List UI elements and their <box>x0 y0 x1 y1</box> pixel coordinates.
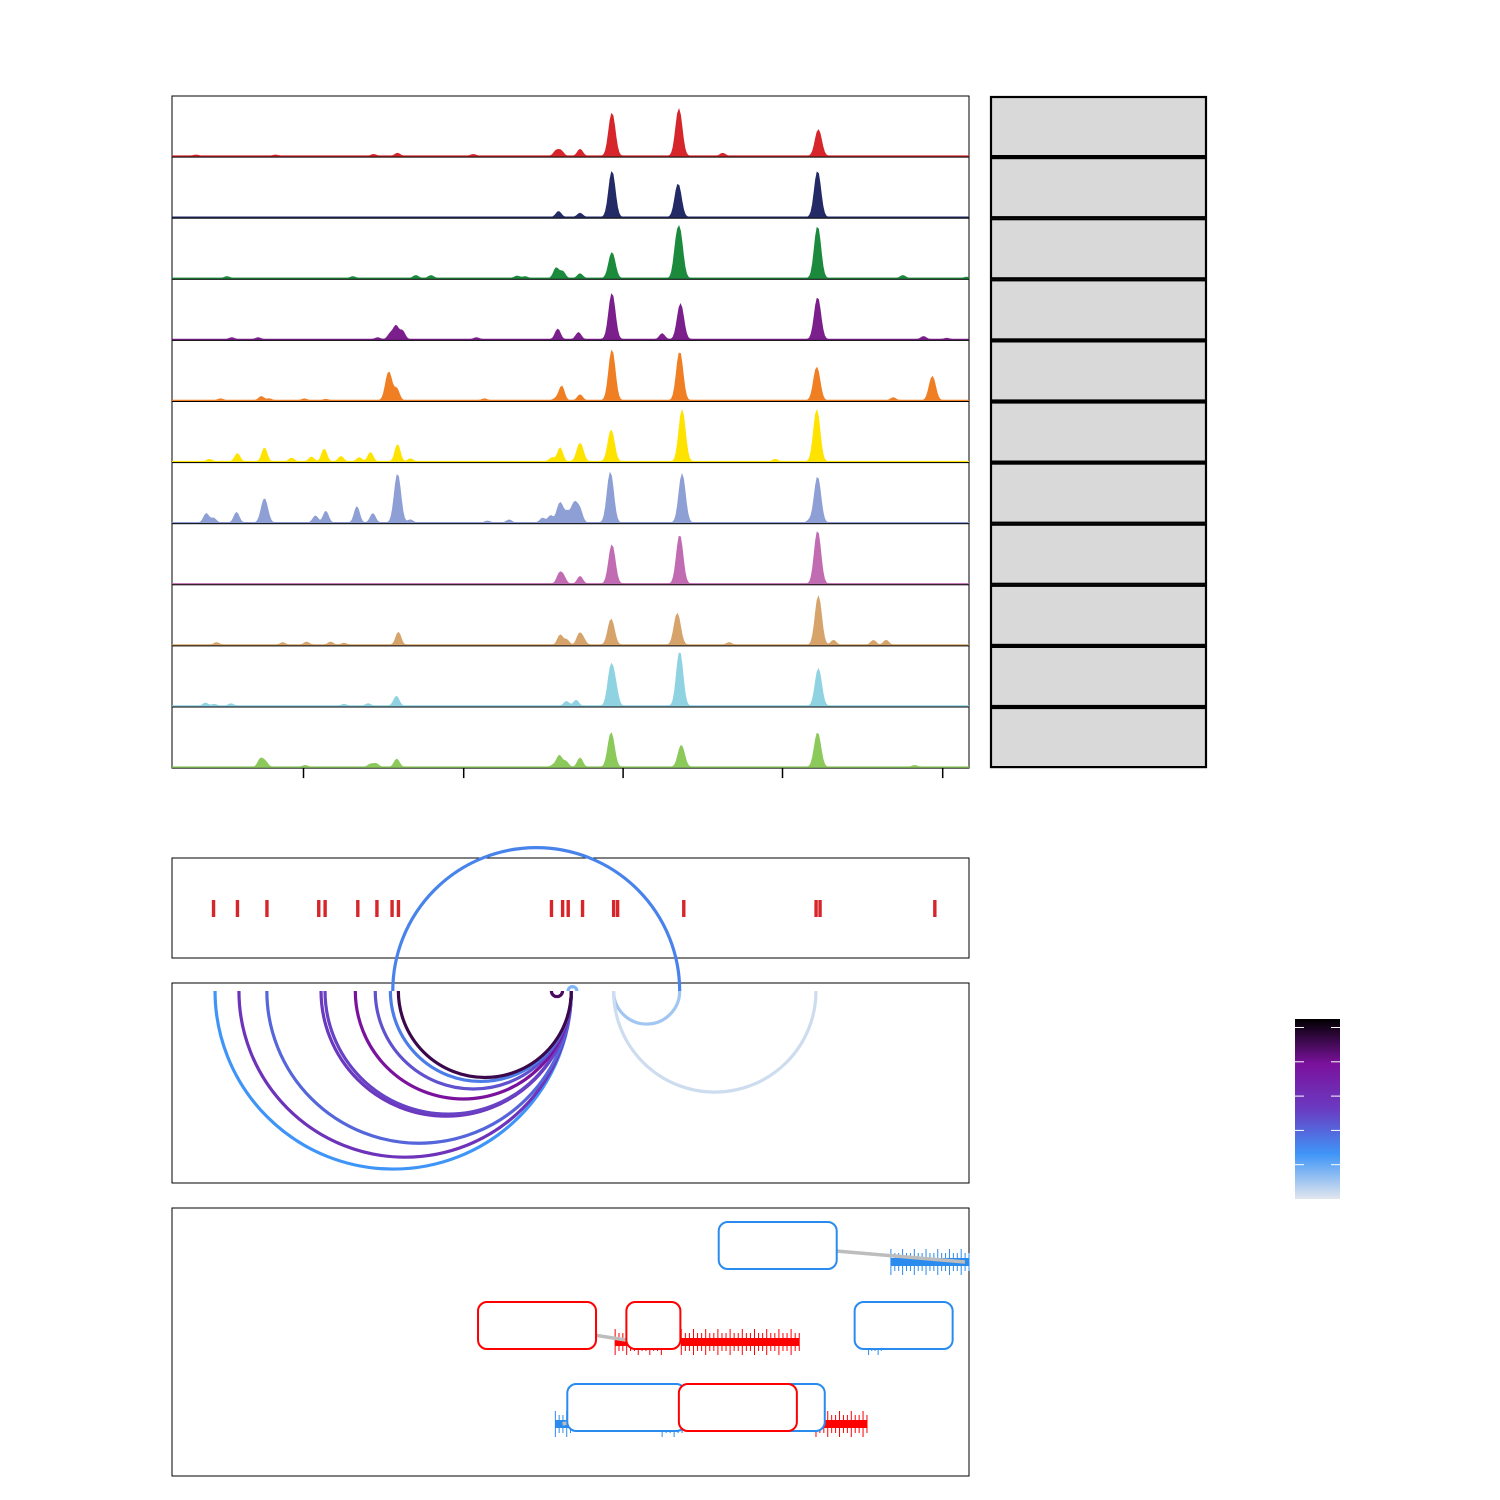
track-label-box-7 <box>989 462 1208 524</box>
coverage-track-5 <box>171 339 970 402</box>
link-arc-12 <box>611 990 682 1026</box>
site-mark-4 <box>317 900 321 917</box>
link-arc-14 <box>611 990 818 1094</box>
gene-label-7 <box>677 1383 798 1432</box>
track-label-box-4 <box>989 279 1208 341</box>
track-label-box-6 <box>989 401 1208 463</box>
link-arc-9 <box>396 990 573 1080</box>
track-label-box-1 <box>989 95 1208 158</box>
track-label-panels <box>989 95 1208 769</box>
track-label-box-3 <box>989 218 1208 280</box>
gene-label-box <box>853 1301 954 1350</box>
coverage-track-2 <box>171 156 970 219</box>
track-frame <box>171 217 970 280</box>
color-scale-bar <box>1295 1019 1340 1199</box>
track-label-box-5 <box>989 340 1208 402</box>
coverage-tracks <box>171 95 970 769</box>
site-mark-8 <box>390 900 394 917</box>
track-label-box-8 <box>989 523 1208 585</box>
link-arc-panel <box>171 845 970 1184</box>
site-panel <box>171 857 970 959</box>
site-mark-15 <box>615 900 620 917</box>
track-label-box-2 <box>989 157 1208 219</box>
site-panel-frame <box>171 857 970 959</box>
site-mark-10 <box>549 900 554 917</box>
site-mark-5 <box>323 900 327 917</box>
coverage-track-10 <box>171 645 970 708</box>
link-arc-5 <box>323 990 573 1116</box>
gene-label-box <box>677 1383 798 1432</box>
track-frame <box>171 523 970 586</box>
site-mark-19 <box>933 900 937 917</box>
coverage-track-11 <box>171 706 970 769</box>
site-mark-18 <box>818 900 822 917</box>
coverage-area <box>172 595 969 646</box>
site-mark-13 <box>580 900 585 917</box>
coverage-track-6 <box>171 401 970 464</box>
gene-label-2 <box>853 1301 954 1350</box>
gene-label-1 <box>717 1221 966 1270</box>
coverage-track-4 <box>171 278 970 341</box>
track-frame <box>171 401 970 464</box>
coverage-track-1 <box>171 95 970 158</box>
site-mark-16 <box>682 900 686 917</box>
site-mark-14 <box>611 900 616 917</box>
link-arc-3 <box>265 990 573 1145</box>
genomic-x-axis <box>302 768 944 779</box>
gene-annotation-panel <box>171 1207 970 1477</box>
track-label-box-9 <box>989 584 1208 646</box>
track-label-box-10 <box>989 645 1208 708</box>
track-frame <box>171 95 970 158</box>
link-arc-11 <box>566 985 579 992</box>
gene-label-box <box>566 1383 687 1432</box>
coverage-track-9 <box>171 584 970 647</box>
site-mark-11 <box>560 900 565 917</box>
site-mark-7 <box>375 900 379 917</box>
gene-4 <box>680 1329 800 1355</box>
track-label-box-11 <box>989 706 1208 769</box>
site-mark-3 <box>265 900 269 917</box>
gene-body <box>681 1338 800 1346</box>
gene-body <box>815 1420 867 1428</box>
site-mark-12 <box>566 900 570 917</box>
site-mark-1 <box>211 900 216 917</box>
gene-label-4 <box>625 1301 682 1350</box>
coverage-track-8 <box>171 523 970 586</box>
link-arc-13 <box>391 845 682 992</box>
gene-label-3 <box>477 1301 639 1350</box>
track-frame <box>171 278 970 341</box>
gene-1 <box>890 1249 970 1275</box>
gene-label-box <box>625 1301 682 1350</box>
track-frame <box>171 645 970 708</box>
gene-label-box <box>477 1301 598 1350</box>
gene-label-5 <box>562 1383 687 1432</box>
site-mark-6 <box>356 900 360 917</box>
link-arc-10 <box>549 990 565 999</box>
color-scale-legend <box>1295 1019 1340 1199</box>
site-mark-17 <box>814 900 818 917</box>
track-frame <box>171 706 970 769</box>
track-frame <box>171 156 970 219</box>
link-arc-2 <box>237 990 573 1159</box>
track-frame <box>171 339 970 402</box>
site-mark-9 <box>396 900 401 917</box>
coverage-track-3 <box>171 217 970 280</box>
coverage-track-7 <box>171 462 970 525</box>
site-mark-2 <box>235 900 240 917</box>
gene-label-box <box>717 1221 838 1270</box>
track-frame <box>171 584 970 647</box>
